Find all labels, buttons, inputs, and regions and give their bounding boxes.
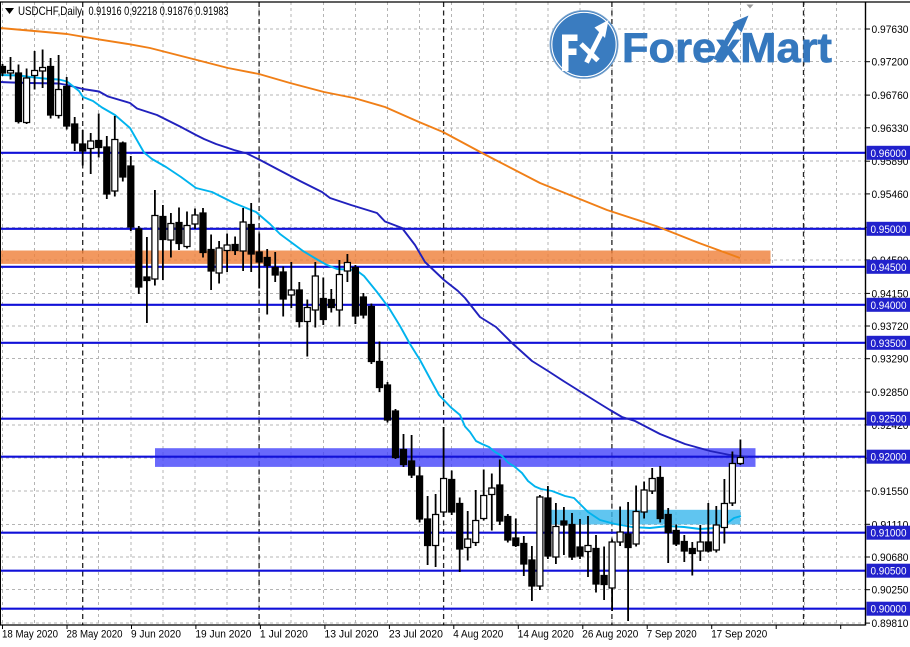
- svg-text:13 Jul 2020: 13 Jul 2020: [324, 629, 378, 641]
- svg-text:0.91916 0.92218 0.91876 0.9198: 0.91916 0.92218 0.91876 0.91983: [89, 4, 229, 18]
- svg-text:0.91550: 0.91550: [872, 486, 909, 498]
- svg-text:0.96000: 0.96000: [871, 148, 907, 160]
- svg-text:18 May 2020: 18 May 2020: [2, 629, 58, 641]
- svg-text:ForexMart: ForexMart: [622, 24, 832, 71]
- svg-text:0.95000: 0.95000: [871, 224, 907, 236]
- svg-text:0.93290: 0.93290: [872, 354, 909, 366]
- svg-text:USDCHF,Daily: USDCHF,Daily: [18, 4, 82, 18]
- svg-text:28 May 2020: 28 May 2020: [67, 629, 123, 641]
- svg-text:0.92500: 0.92500: [871, 414, 907, 426]
- svg-text:0.93720: 0.93720: [872, 321, 909, 333]
- svg-text:1 Jul 2020: 1 Jul 2020: [260, 629, 308, 641]
- svg-text:4 Aug 2020: 4 Aug 2020: [453, 629, 503, 641]
- svg-text:0.90250: 0.90250: [872, 585, 909, 597]
- svg-text:0.94500: 0.94500: [871, 262, 907, 274]
- svg-text:0.89810: 0.89810: [872, 618, 909, 630]
- svg-text:0.92000: 0.92000: [871, 452, 907, 464]
- svg-text:0.90680: 0.90680: [872, 552, 909, 564]
- svg-text:9 Jun 2020: 9 Jun 2020: [131, 629, 181, 641]
- svg-text:0.95460: 0.95460: [872, 189, 909, 201]
- svg-text:0.94000: 0.94000: [871, 300, 907, 312]
- svg-text:17 Sep 2020: 17 Sep 2020: [711, 629, 767, 641]
- svg-text:0.97630: 0.97630: [872, 24, 909, 36]
- svg-text:0.93500: 0.93500: [871, 338, 907, 350]
- svg-text:0.90000: 0.90000: [871, 604, 907, 616]
- svg-text:0.91000: 0.91000: [871, 528, 907, 540]
- svg-text:0.90500: 0.90500: [871, 566, 907, 578]
- svg-text:0.96760: 0.96760: [872, 90, 909, 102]
- svg-text:26 Aug 2020: 26 Aug 2020: [582, 629, 638, 641]
- svg-text:0.96330: 0.96330: [872, 123, 909, 135]
- svg-text:0.92850: 0.92850: [872, 387, 909, 399]
- svg-text:14 Aug 2020: 14 Aug 2020: [518, 629, 574, 641]
- svg-text:7 Sep 2020: 7 Sep 2020: [647, 629, 697, 641]
- svg-text:19 Jun 2020: 19 Jun 2020: [195, 629, 251, 641]
- svg-text:0.97200: 0.97200: [872, 57, 909, 69]
- svg-text:23 Jul 2020: 23 Jul 2020: [389, 629, 443, 641]
